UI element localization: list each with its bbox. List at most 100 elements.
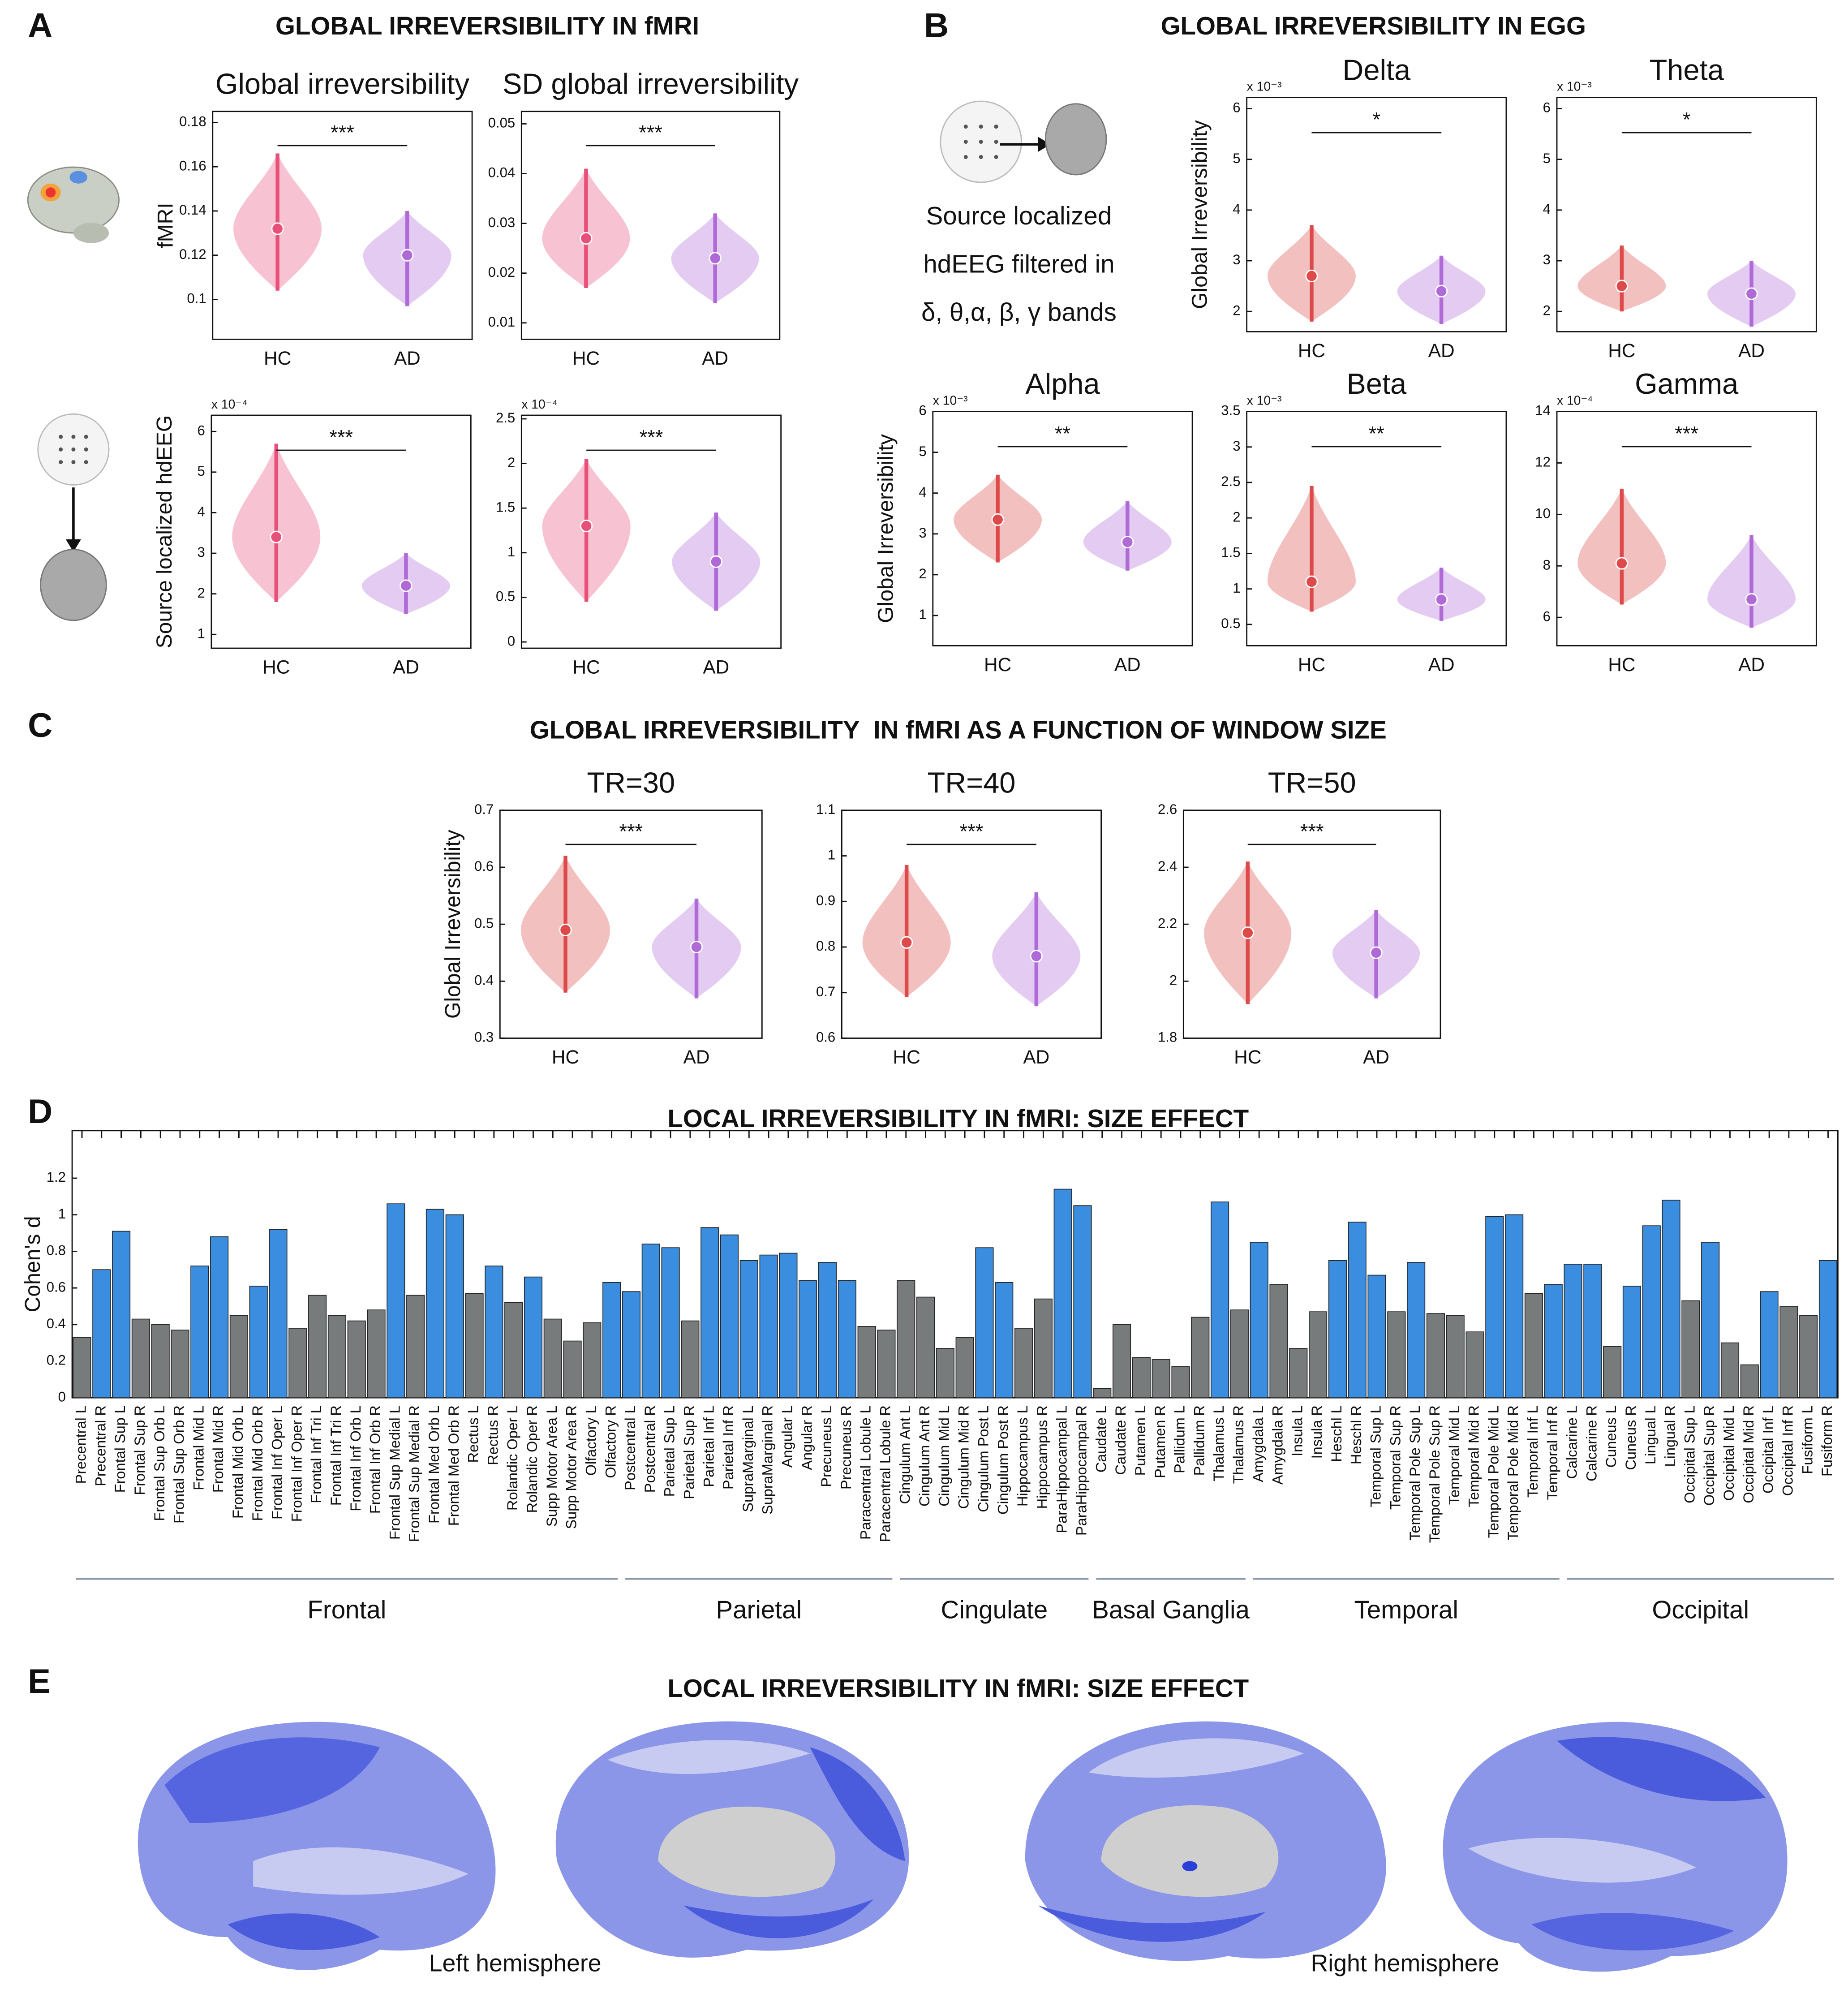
x-tick-label: AD <box>393 656 419 677</box>
x-tick-label: Thalamus L <box>1211 1405 1227 1481</box>
bar <box>543 1318 562 1399</box>
median-dot <box>580 232 593 245</box>
brain-icon <box>27 166 120 243</box>
y-tick-label: 1 <box>1233 580 1240 596</box>
bar <box>975 1247 994 1399</box>
x-tick-label: Heschl R <box>1348 1405 1364 1464</box>
axis-multiplier: x 10⁻³ <box>933 393 968 407</box>
eeg-icon <box>37 413 110 621</box>
y-tick-label: 3 <box>1233 438 1240 454</box>
bar <box>1191 1317 1210 1399</box>
bar <box>720 1234 739 1399</box>
x-tick-label: HC <box>1234 1046 1261 1068</box>
y-tick-label: 4 <box>1543 201 1551 217</box>
y-tick-label: 2.6 <box>1158 801 1177 817</box>
x-tick-label: Caudate R <box>1113 1405 1129 1475</box>
bar <box>897 1280 915 1399</box>
significance-label: *** <box>331 121 354 144</box>
y-tick-label: 0.12 <box>179 246 206 262</box>
y-axis-label: Global Irreversibility <box>874 434 898 623</box>
bar <box>1779 1306 1798 1399</box>
bar <box>485 1266 503 1399</box>
panel-label: E <box>28 1662 51 1701</box>
bar <box>1328 1260 1347 1399</box>
y-tick-label: 1.2 <box>47 1169 66 1185</box>
axis-multiplier: x 10⁻³ <box>1247 79 1282 93</box>
bar <box>229 1315 248 1399</box>
x-tick-label: Olfactory L <box>583 1405 599 1476</box>
y-tick-label: 1 <box>828 847 835 863</box>
group-label: Parietal <box>716 1596 802 1624</box>
x-tick-label: Occipital Inf R <box>1779 1405 1796 1496</box>
significance-label: *** <box>1300 820 1324 843</box>
y-tick-label: 0.14 <box>179 202 206 218</box>
x-tick-label: Parietal Inf L <box>701 1405 717 1487</box>
bar <box>1446 1315 1465 1399</box>
brain-right-medial <box>1025 1721 1386 1961</box>
x-tick-label: Temporal Mid L <box>1446 1405 1462 1505</box>
bar <box>1799 1315 1818 1399</box>
group-label: Cingulate <box>941 1596 1048 1624</box>
panel-title: LOCAL IRREVERSIBILITY IN fMRI: SIZE EFFE… <box>667 1674 1249 1702</box>
median-dot <box>1615 280 1628 293</box>
bar <box>1407 1262 1426 1399</box>
bar <box>171 1330 189 1399</box>
bar <box>641 1244 660 1399</box>
x-tick-label: Postcentral R <box>642 1405 658 1493</box>
x-tick-label: AD <box>1738 654 1765 675</box>
x-tick-label: Frontal Med Orb L <box>426 1405 442 1524</box>
bar <box>73 1337 91 1399</box>
x-tick-label: Hippocampus L <box>1014 1405 1031 1507</box>
y-tick-label: 3 <box>198 544 205 560</box>
y-tick-label: 2.4 <box>1158 858 1177 874</box>
bar <box>1505 1214 1524 1399</box>
panel-label: D <box>28 1093 52 1131</box>
y-tick-label: 1 <box>58 1206 66 1222</box>
bar <box>1269 1284 1288 1399</box>
plot-frame <box>520 111 781 340</box>
y-tick-label: 0.05 <box>488 115 515 131</box>
bar <box>701 1227 719 1399</box>
x-tick-label: Temporal Inf L <box>1525 1405 1541 1498</box>
panel-title: GLOBAL IRREVERSIBILITY IN EGG <box>1161 12 1586 40</box>
bar <box>1289 1348 1308 1399</box>
bar <box>112 1231 131 1399</box>
bar <box>347 1320 366 1399</box>
bar <box>1760 1291 1779 1399</box>
significance-label: *** <box>619 820 643 843</box>
chart-title: TR=40 <box>928 766 1016 799</box>
chart-title: Theta <box>1650 53 1724 86</box>
x-tick-label: Rectus L <box>465 1405 481 1463</box>
y-tick-label: 0.9 <box>816 892 835 908</box>
x-tick-label: Frontal Sup Medial L <box>387 1405 403 1540</box>
group-label: Occipital <box>1652 1596 1749 1624</box>
median-dot <box>690 940 703 954</box>
y-tick-label: 1 <box>198 625 205 641</box>
y-tick-label: 4 <box>919 484 926 500</box>
bar <box>1367 1274 1386 1399</box>
y-tick-label: 0.04 <box>488 165 515 181</box>
y-axis-label: Global Irreversibility <box>1188 120 1212 309</box>
x-tick-label: Precuneus R <box>838 1405 854 1490</box>
y-tick-label: 0.7 <box>474 801 494 817</box>
y-tick-label: 1.5 <box>1221 545 1240 560</box>
median-dot <box>401 249 414 262</box>
y-tick-label: 3 <box>1543 252 1551 267</box>
plot-frame <box>71 1130 1839 1399</box>
x-tick-label: Parietal Sup L <box>662 1405 678 1497</box>
eeg-caption: hdEEG filtered in <box>923 250 1114 278</box>
bar <box>877 1330 896 1399</box>
x-tick-label: Occipital Inf L <box>1760 1405 1776 1494</box>
y-tick-label: 1.5 <box>496 499 515 515</box>
x-tick-label: HC <box>572 348 600 369</box>
x-tick-label: HC <box>1608 340 1635 361</box>
bar <box>1093 1388 1112 1399</box>
x-tick-label: Supp Motor Area L <box>544 1405 560 1527</box>
x-tick-label: HC <box>1298 654 1325 675</box>
eeg-icon <box>940 100 1107 183</box>
x-tick-label: Temporal Pole Mid R <box>1505 1405 1521 1541</box>
significance-label: *** <box>329 426 353 449</box>
y-tick-label: 0.01 <box>488 314 515 330</box>
y-tick-label: 0.03 <box>488 215 515 230</box>
bar <box>1230 1309 1249 1399</box>
